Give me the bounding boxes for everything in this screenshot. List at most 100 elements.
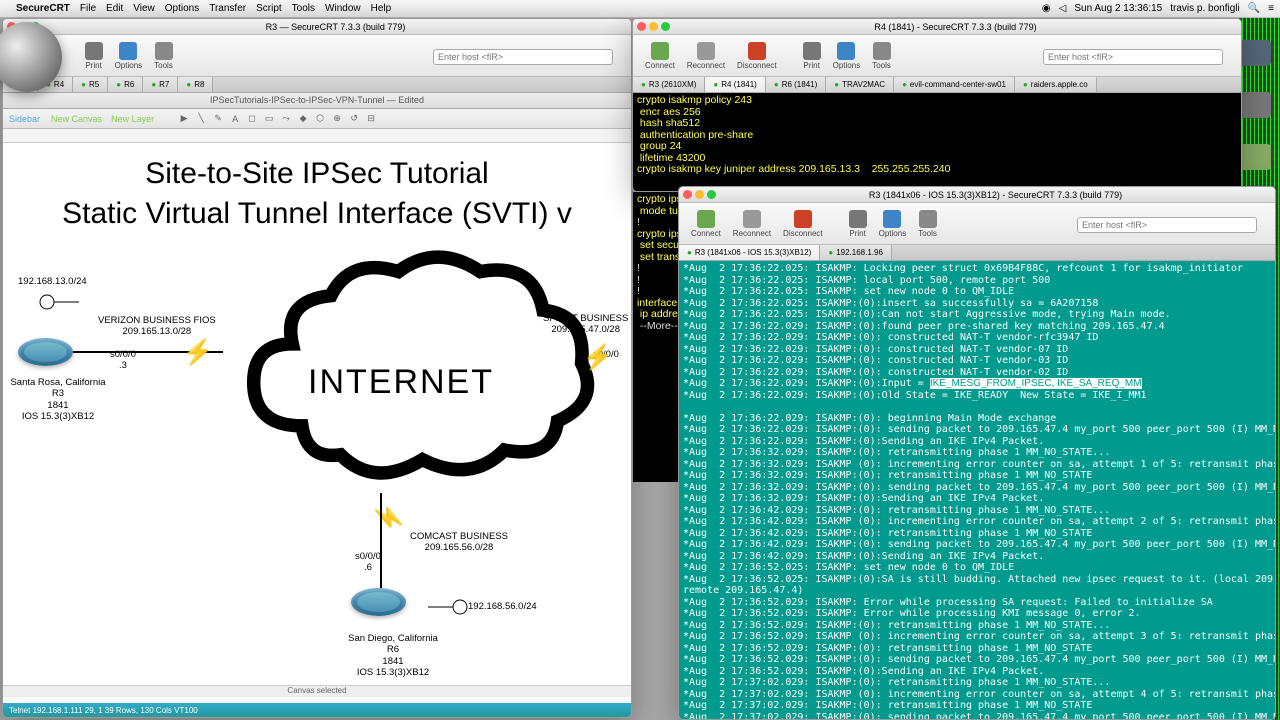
tab-192[interactable]: ●192.168.1.96 — [820, 245, 892, 260]
tab-r8[interactable]: ●R8 — [178, 77, 213, 92]
lightning-icon-r4: ⚡ — [583, 343, 613, 372]
more-tool-1[interactable]: ◆ — [296, 112, 310, 126]
r3debug-toolbar: Connect Reconnect Disconnect Print Optio… — [679, 203, 1275, 245]
diagram-title-1: Site-to-Site IPSec Tutorial — [3, 157, 631, 191]
more-tool-3[interactable]: ⊕ — [330, 112, 344, 126]
r3debug-titlebar[interactable]: R3 (1841x06 - IOS 15.3(3)XB12) - SecureC… — [679, 187, 1275, 203]
minimize-icon[interactable] — [649, 22, 658, 31]
connect-tool[interactable]: ⤳ — [279, 112, 293, 126]
rect-tool[interactable]: ▭ — [262, 112, 276, 126]
r3-lan-symbol — [39, 293, 79, 311]
more-tool-5[interactable]: ⊟ — [364, 112, 378, 126]
menu-window[interactable]: Window — [325, 3, 361, 14]
tab-r6-1841[interactable]: ●R6 (1841) — [766, 77, 826, 92]
print-button[interactable]: Print — [845, 210, 871, 238]
disconnect-button[interactable]: Disconnect — [779, 210, 827, 238]
menu-edit[interactable]: Edit — [106, 3, 123, 14]
reconnect-button[interactable]: Reconnect — [683, 42, 729, 70]
menu-user[interactable]: travis p. bonfigli — [1170, 3, 1239, 14]
options-button[interactable]: Options — [875, 210, 911, 238]
drawing-toolbar: Sidebar New Canvas New Layer ▶ ╲ ✎ A ◻ ▭… — [3, 109, 631, 129]
menu-help[interactable]: Help — [371, 3, 392, 14]
r3-location: Santa Rosa, California R3 1841 IOS 15.3(… — [3, 377, 113, 423]
tab-r5[interactable]: ●R5 — [73, 77, 108, 92]
r6-location: San Diego, California R6 1841 IOS 15.3(3… — [328, 633, 458, 679]
wifi-icon[interactable]: ◉ — [1042, 3, 1051, 14]
shape-tool[interactable]: ◻ — [245, 112, 259, 126]
tab-r7[interactable]: ●R7 — [143, 77, 178, 92]
menu-transfer[interactable]: Transfer — [209, 3, 246, 14]
host-input[interactable] — [1043, 49, 1223, 65]
diagram-canvas[interactable]: Site-to-Site IPSec Tutorial Static Virtu… — [3, 143, 631, 711]
diagram-window: R3 — SecureCRT 7.3.3 (build 779) Disconn… — [2, 18, 632, 718]
host-input[interactable] — [1077, 217, 1257, 233]
pointer-tool[interactable]: ▶ — [177, 112, 191, 126]
diagram-titlebar[interactable]: R3 — SecureCRT 7.3.3 (build 779) — [3, 19, 631, 35]
r3debug-title: R3 (1841x06 - IOS 15.3(3)XB12) - SecureC… — [869, 190, 1122, 200]
r4-terminal-spillover: crypto ipsec transform-set R4_TSET esp-a… — [633, 192, 678, 482]
router-r6 — [351, 588, 406, 616]
more-tool-2[interactable]: ⬡ — [313, 112, 327, 126]
host-input[interactable] — [433, 49, 613, 65]
pen-tool[interactable]: ✎ — [211, 112, 225, 126]
zoom-icon[interactable] — [661, 22, 670, 31]
cloud-label: INTERNET — [308, 363, 494, 402]
menu-options[interactable]: Options — [165, 3, 199, 14]
menu-script[interactable]: Script — [256, 3, 282, 14]
new-layer-button[interactable]: New Layer — [111, 114, 154, 124]
r3-lan-ip: 192.168.13.0/24 — [18, 276, 87, 287]
volume-icon[interactable]: ◁ — [1059, 3, 1067, 14]
menu-app[interactable]: SecureCRT — [16, 3, 70, 14]
tab-evil-cc[interactable]: ●evil-command-center-sw01 — [894, 77, 1015, 92]
menu-file[interactable]: File — [80, 3, 96, 14]
r3-isp: VERIZON BUSINESS FIOS209.165.13.0/28 — [98, 315, 216, 338]
menu-icon[interactable]: ≡ — [1268, 3, 1274, 14]
diagram-title: R3 — SecureCRT 7.3.3 (build 779) — [266, 22, 406, 32]
options-button[interactable]: Options — [111, 42, 147, 70]
print-button[interactable]: Print — [81, 42, 107, 70]
minimize-icon[interactable] — [695, 190, 704, 199]
tab-r3-2610[interactable]: ●R3 (2610XM) — [633, 77, 705, 92]
close-icon[interactable] — [683, 190, 692, 199]
menu-tools[interactable]: Tools — [292, 3, 315, 14]
tab-trav2mac[interactable]: ●TRAV2MAC — [826, 77, 894, 92]
zoom-icon[interactable] — [707, 190, 716, 199]
connect-button[interactable]: Connect — [687, 210, 725, 238]
print-button[interactable]: Print — [799, 42, 825, 70]
router-r3 — [18, 338, 73, 366]
reconnect-button[interactable]: Reconnect — [729, 210, 775, 238]
tools-button[interactable]: Tools — [150, 42, 177, 70]
diagram-toolbar: Disconnect Print Options Tools — [3, 35, 631, 77]
spotlight-icon[interactable]: 🔍 — [1248, 3, 1260, 14]
more-tool-4[interactable]: ↺ — [347, 112, 361, 126]
diagram-session-tabs: ●R3 ●R4 ●R5 ●R6 ●R7 ●R8 — [3, 77, 631, 93]
r4-titlebar[interactable]: R4 (1841) - SecureCRT 7.3.3 (build 779) — [633, 19, 1241, 35]
r4-terminal-output[interactable]: crypto isakmp policy 243 encr aes 256 ha… — [633, 93, 1241, 191]
menu-view[interactable]: View — [133, 3, 155, 14]
r3debug-terminal-output[interactable]: *Aug 2 17:36:22.025: ISAKMP: Locking pee… — [679, 261, 1275, 719]
ruler — [3, 129, 631, 143]
r4-title: R4 (1841) - SecureCRT 7.3.3 (build 779) — [874, 22, 1036, 32]
new-canvas-button[interactable]: New Canvas — [51, 114, 102, 124]
r6-isp: COMCAST BUSINESS209.165.56.0/28 — [410, 531, 508, 554]
disconnect-button[interactable]: Disconnect — [733, 42, 781, 70]
canvas-status: Canvas selected — [3, 685, 631, 697]
document-tab[interactable]: IPSecTutorials-IPSec-to-IPSec-VPN-Tunnel… — [208, 93, 426, 108]
sidebar-button[interactable]: Sidebar — [9, 114, 40, 124]
r3debug-tabs: ●R3 (1841x06 - IOS 15.3(3)XB12) ●192.168… — [679, 245, 1275, 261]
tab-r4-1841[interactable]: ●R4 (1841) — [705, 77, 765, 92]
r4-tabs: ●R3 (2610XM) ●R4 (1841) ●R6 (1841) ●TRAV… — [633, 77, 1241, 93]
tab-r3-ios[interactable]: ●R3 (1841x06 - IOS 15.3(3)XB12) — [679, 245, 820, 260]
menu-clock[interactable]: Sun Aug 2 13:36:15 — [1074, 3, 1162, 14]
lightning-icon-r3: ⚡ — [183, 338, 213, 367]
tab-r6[interactable]: ●R6 — [108, 77, 143, 92]
text-tool[interactable]: A — [228, 112, 242, 126]
options-button[interactable]: Options — [829, 42, 865, 70]
macos-menubar: SecureCRT File Edit View Options Transfe… — [0, 0, 1280, 18]
tab-raiders[interactable]: ●raiders.apple.co — [1015, 77, 1097, 92]
tools-button[interactable]: Tools — [868, 42, 895, 70]
line-tool[interactable]: ╲ — [194, 112, 208, 126]
tools-button[interactable]: Tools — [914, 210, 941, 238]
close-icon[interactable] — [637, 22, 646, 31]
connect-button[interactable]: Connect — [641, 42, 679, 70]
